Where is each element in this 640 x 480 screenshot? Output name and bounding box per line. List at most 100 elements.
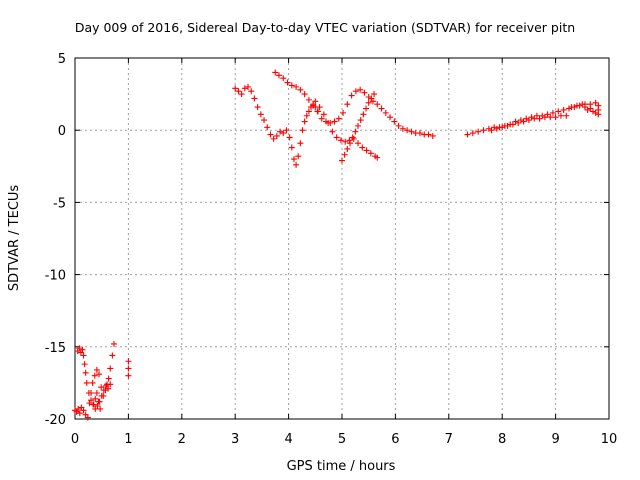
data-point xyxy=(107,381,114,388)
data-point xyxy=(288,82,295,89)
data-point xyxy=(325,119,332,126)
data-point xyxy=(544,111,551,118)
data-point xyxy=(96,371,103,378)
data-point xyxy=(382,109,389,116)
data-point xyxy=(340,109,347,116)
chart-title: Day 009 of 2016, Sidereal Day-to-day VTE… xyxy=(75,20,575,35)
data-point xyxy=(105,375,112,382)
x-tick-label: 10 xyxy=(601,432,618,447)
data-point xyxy=(272,69,279,76)
data-point xyxy=(95,398,102,405)
data-point xyxy=(573,102,580,109)
data-point xyxy=(344,145,351,152)
data-point xyxy=(355,122,362,129)
data-point xyxy=(75,405,82,412)
data-point xyxy=(493,125,500,132)
data-point xyxy=(408,128,415,135)
data-point xyxy=(235,88,242,95)
data-point xyxy=(533,112,540,119)
data-point xyxy=(125,358,132,365)
data-point xyxy=(391,118,398,125)
series-sat-early-a xyxy=(72,340,117,421)
data-point xyxy=(288,144,295,151)
data-point xyxy=(264,124,271,131)
data-point xyxy=(584,106,591,113)
data-point xyxy=(480,127,487,134)
data-point xyxy=(245,83,252,90)
series-sat-d xyxy=(339,91,378,164)
data-point xyxy=(80,407,87,414)
data-point xyxy=(491,124,498,131)
data-point xyxy=(303,112,310,119)
data-point xyxy=(82,369,89,376)
data-point xyxy=(374,101,381,108)
data-point xyxy=(579,101,586,108)
data-point xyxy=(329,128,336,135)
data-point xyxy=(528,114,535,121)
data-point xyxy=(333,134,340,141)
data-point xyxy=(348,92,355,99)
data-point xyxy=(110,340,117,347)
data-point xyxy=(485,125,492,132)
data-point xyxy=(504,122,511,129)
data-point xyxy=(592,109,599,116)
data-point xyxy=(387,114,394,121)
y-tick-label: -20 xyxy=(45,413,66,428)
data-point xyxy=(280,130,287,137)
data-point xyxy=(297,140,304,147)
data-points xyxy=(72,69,602,421)
data-point xyxy=(547,114,554,121)
data-point xyxy=(563,112,570,119)
data-point xyxy=(79,346,86,353)
data-point xyxy=(89,379,96,386)
data-point xyxy=(273,132,280,139)
data-point xyxy=(316,104,323,111)
data-point xyxy=(347,140,354,147)
data-point xyxy=(357,86,364,93)
data-point xyxy=(286,134,293,141)
data-point xyxy=(320,111,327,118)
data-point xyxy=(335,115,342,122)
data-point xyxy=(395,122,402,129)
data-point xyxy=(365,99,372,106)
data-point xyxy=(293,83,300,90)
x-tick-label: 7 xyxy=(445,432,453,447)
data-point xyxy=(270,135,277,142)
data-point xyxy=(125,372,132,379)
data-point xyxy=(531,115,538,122)
y-tick-label: 5 xyxy=(58,52,66,67)
data-point xyxy=(499,124,506,131)
x-tick-label: 2 xyxy=(178,432,186,447)
data-point xyxy=(284,79,291,86)
data-point xyxy=(301,118,308,125)
data-point xyxy=(374,154,381,161)
data-point xyxy=(83,379,90,386)
data-point xyxy=(98,392,105,399)
data-point xyxy=(560,106,567,113)
data-point xyxy=(581,104,588,111)
data-point xyxy=(293,161,300,168)
data-point xyxy=(416,130,423,137)
grid xyxy=(75,58,609,419)
data-point xyxy=(275,72,282,79)
series-sat-c xyxy=(312,98,381,161)
data-point xyxy=(93,390,100,397)
series-sat-early-b xyxy=(74,345,114,412)
series-sat-b xyxy=(272,69,436,139)
data-point xyxy=(520,118,527,125)
data-point xyxy=(299,127,306,134)
y-tick-label: -15 xyxy=(45,341,66,356)
x-tick-label: 6 xyxy=(391,432,399,447)
data-point xyxy=(378,105,385,112)
data-point xyxy=(280,75,287,82)
data-point xyxy=(91,372,98,379)
data-point xyxy=(80,352,87,359)
data-point xyxy=(404,127,411,134)
data-point xyxy=(509,121,516,128)
data-point xyxy=(568,104,575,111)
data-point xyxy=(98,384,105,391)
data-point xyxy=(592,99,599,106)
data-point xyxy=(469,130,476,137)
data-point xyxy=(371,91,378,98)
